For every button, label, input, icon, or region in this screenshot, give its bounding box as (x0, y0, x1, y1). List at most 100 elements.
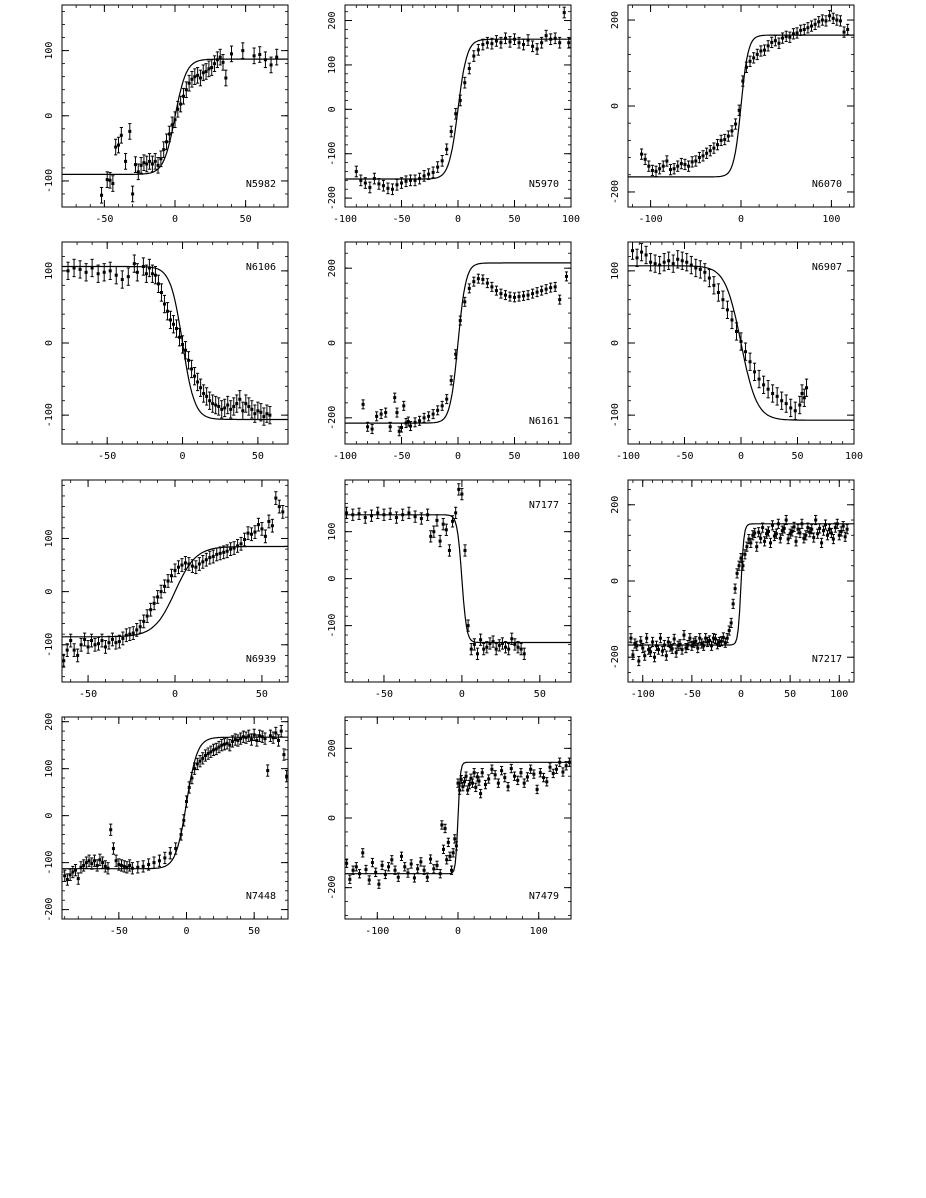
x-tick-label: 0 (172, 689, 178, 700)
data-point (469, 642, 473, 656)
data-point (558, 36, 562, 49)
data-point (472, 638, 476, 651)
data-point (788, 31, 792, 43)
data-point (454, 349, 458, 360)
data-point (256, 517, 261, 532)
data-point (223, 398, 227, 418)
data-point (821, 525, 826, 536)
data-point (490, 281, 494, 292)
data-point (167, 125, 171, 143)
data-point (789, 398, 793, 418)
data-point (449, 125, 453, 138)
data-point (152, 856, 156, 869)
data-point (521, 38, 526, 51)
data-point (454, 506, 458, 520)
data-point (174, 842, 178, 855)
data-point (413, 510, 417, 523)
data-point (253, 404, 257, 423)
data-point (276, 734, 281, 747)
data-point (147, 153, 152, 170)
data-point (708, 145, 712, 157)
data-point (408, 421, 413, 432)
data-point (755, 48, 759, 61)
data-point (480, 768, 484, 778)
data-point (255, 734, 259, 747)
data-point (377, 879, 381, 889)
panel-n6070: -100 0 100 -200 0 200 N6070 (610, 4, 855, 225)
data-point (671, 254, 675, 273)
data-point (257, 729, 262, 742)
data-point (791, 28, 796, 40)
data-point (206, 747, 210, 760)
data-point (429, 530, 433, 543)
data-point (835, 14, 839, 26)
data-point (103, 640, 108, 654)
data-point (705, 147, 709, 159)
data-point (431, 166, 435, 179)
x-tick-label: 100 (830, 689, 848, 700)
data-point (117, 634, 121, 649)
data-point (138, 619, 142, 634)
data-point (733, 118, 738, 130)
x-tick-label: -50 (675, 451, 693, 462)
data-point (499, 765, 504, 776)
data-point (513, 638, 517, 651)
data-point (162, 141, 166, 158)
data-point (483, 779, 488, 790)
data-point (141, 860, 145, 873)
data-point (187, 781, 191, 794)
data-point (135, 623, 139, 637)
data-point (731, 598, 735, 609)
data-point (672, 163, 676, 175)
data-point (370, 857, 375, 868)
panel-n7217: -100 -50 0 50 100 -200 0 200 N7217 (610, 479, 855, 700)
data-point (396, 872, 400, 882)
data-point (647, 644, 651, 655)
data-point (119, 859, 124, 872)
data-point (799, 24, 803, 37)
data-point (201, 554, 205, 569)
data-point (367, 875, 371, 885)
data-point (229, 542, 233, 556)
data-point (567, 757, 571, 767)
data-point (192, 367, 197, 386)
data-point (689, 255, 693, 275)
data-point (494, 642, 498, 656)
data-point (707, 268, 711, 288)
model-curve (345, 761, 571, 875)
data-point (506, 781, 510, 792)
data-point (650, 164, 655, 177)
data-point (84, 263, 88, 282)
data-point (114, 266, 118, 285)
data-point (721, 290, 725, 309)
x-tick-label: -50 (79, 689, 97, 700)
data-point (195, 757, 199, 771)
data-point (408, 174, 413, 187)
data-point (84, 856, 88, 869)
data-point (487, 774, 491, 784)
data-point (388, 507, 392, 520)
data-point (800, 384, 804, 403)
data-point (260, 522, 264, 536)
data-point (435, 860, 439, 871)
model-curve (345, 514, 571, 644)
data-point (530, 40, 535, 53)
plot-frame (344, 479, 572, 683)
data-point (150, 264, 154, 283)
y-tick-label: 100 (44, 262, 55, 280)
data-point (715, 639, 720, 650)
data-point (447, 544, 452, 557)
data-point (144, 264, 148, 283)
data-point (386, 862, 391, 872)
data-point (472, 276, 476, 287)
data-point (798, 395, 802, 415)
data-point (658, 255, 662, 275)
y-tick-label: 0 (610, 578, 621, 584)
data-point (406, 868, 410, 878)
data-point (668, 641, 672, 652)
data-point (446, 837, 450, 848)
data-point (145, 155, 149, 173)
data-point (665, 155, 669, 167)
data-point (180, 335, 185, 354)
data-point (394, 511, 399, 524)
